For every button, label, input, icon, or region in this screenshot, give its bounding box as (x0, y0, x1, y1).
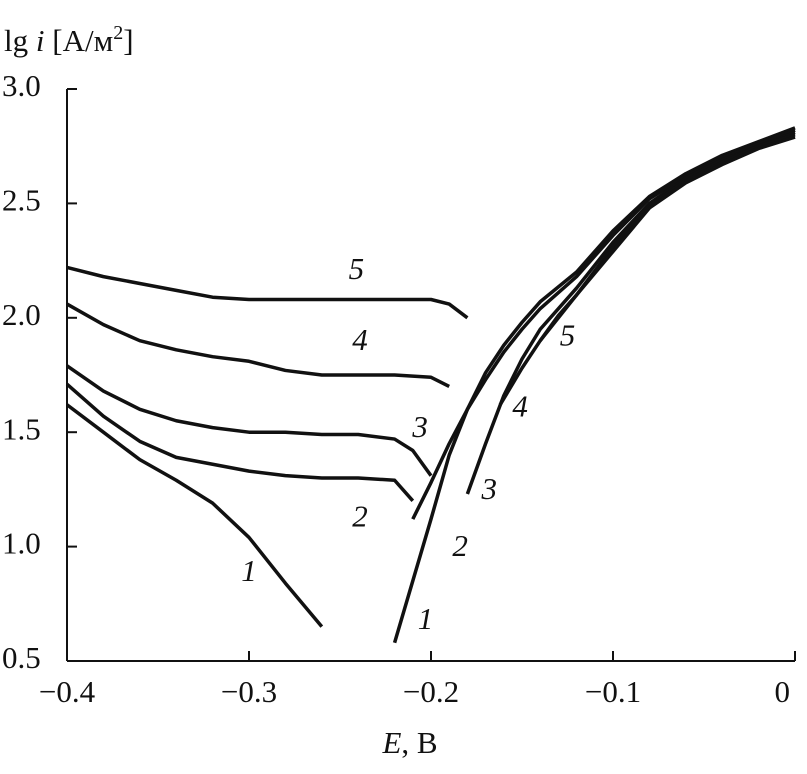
y-label-variable: i (36, 23, 45, 58)
curve-label: 1 (418, 601, 434, 636)
curve (65, 382, 415, 502)
x-tick-label: −0.3 (221, 674, 277, 709)
x-tick-label: 0 (775, 674, 791, 709)
curve (411, 128, 796, 520)
curve (538, 135, 796, 342)
curve-label: 5 (349, 251, 365, 286)
y-label-unit: [A/м (45, 23, 114, 58)
y-tick-label: 1.0 (2, 526, 41, 561)
x-tick-label: −0.2 (403, 674, 459, 709)
curve-label: 4 (512, 388, 528, 423)
x-axis-label: E, В (381, 725, 437, 760)
y-label-prefix: lg (4, 23, 36, 58)
curve (465, 130, 796, 495)
y-tick-label: 2.0 (2, 297, 41, 332)
curve-label: 1 (241, 553, 257, 588)
y-tick-label: 2.5 (2, 183, 41, 218)
curve (498, 133, 796, 406)
curve (66, 265, 469, 320)
curve-label: 3 (480, 471, 497, 506)
y-tick-label: 1.5 (2, 411, 41, 446)
curve-label: 2 (352, 498, 368, 533)
curve-label: 2 (452, 528, 468, 563)
curve (65, 403, 324, 628)
x-label-variable: E (381, 725, 401, 760)
curve (392, 126, 796, 644)
y-axis-label: lg i [A/м2] (4, 22, 134, 59)
x-tick-label: −0.4 (39, 674, 96, 709)
x-tick-label: −0.1 (585, 674, 641, 709)
curve-label: 4 (352, 322, 368, 357)
y-label-close: ] (123, 23, 133, 58)
curve (66, 302, 450, 389)
y-tick-label: 0.5 (2, 640, 41, 675)
y-tick-label: 3.0 (2, 68, 41, 103)
y-label-exp: 2 (113, 22, 123, 44)
curve (66, 364, 433, 477)
curve-label: 3 (411, 409, 428, 444)
curve-label: 5 (560, 318, 576, 353)
x-label-unit: , В (401, 725, 437, 760)
